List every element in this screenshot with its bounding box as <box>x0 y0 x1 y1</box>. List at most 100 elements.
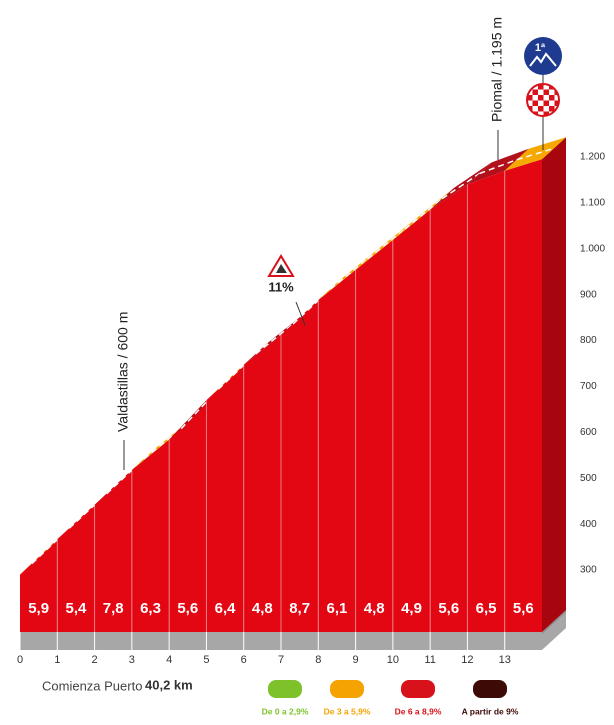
strip-centerline <box>367 228 406 260</box>
x-tick-label: 11 <box>424 654 435 666</box>
gradient-label: 6,4 <box>215 600 237 617</box>
annotation: Valdastillas / 600 m <box>115 312 131 432</box>
flag-square <box>543 106 549 112</box>
flag-square <box>532 106 538 112</box>
category-label: 1ª <box>535 42 546 54</box>
base-top <box>542 610 566 634</box>
profile-segment <box>392 209 431 632</box>
flag-square <box>554 100 559 106</box>
gradient-label: 6,3 <box>140 600 161 617</box>
strip-centerline <box>479 159 517 175</box>
gradient-label: 4,8 <box>252 600 273 617</box>
profile-segment <box>281 300 319 632</box>
profile-segment <box>355 240 393 632</box>
x-tick-label: 2 <box>92 654 98 666</box>
gradient-strip <box>467 148 529 185</box>
flag-square <box>538 106 544 112</box>
legend-swatch <box>268 680 302 698</box>
y-tick-label: 900 <box>580 289 597 300</box>
gradient-label: 5,6 <box>513 600 534 617</box>
gradient-label: 5,6 <box>438 600 459 617</box>
strip-centerline <box>404 198 443 230</box>
y-tick-label: 700 <box>580 381 597 392</box>
category-mountain <box>529 52 557 67</box>
x-tick-label: 5 <box>203 654 209 666</box>
annotation: Piomal / 1.195 m <box>489 17 505 122</box>
profile-segment <box>318 269 356 632</box>
x-tick-label: 6 <box>241 654 247 666</box>
flag-square <box>543 111 549 116</box>
y-tick-label: 1.000 <box>580 243 605 254</box>
flag-square <box>538 95 544 101</box>
flag-square <box>543 100 549 106</box>
legend-swatch <box>330 680 364 698</box>
x-tick-label: 1 <box>54 654 60 666</box>
gradient-label: 5,4 <box>65 600 87 617</box>
flag-square <box>538 100 544 106</box>
x-tick-label: 12 <box>461 654 473 666</box>
profile-segment <box>57 504 95 632</box>
y-tick-label: 1.200 <box>580 152 605 163</box>
profile-segment <box>94 469 132 632</box>
strip-centerline <box>441 172 480 200</box>
legend-swatch <box>401 680 435 698</box>
flag-square <box>549 100 555 106</box>
profile-segment <box>131 439 170 632</box>
gradient-label: 7,8 <box>103 600 124 617</box>
plot: 5,9 5,4 7,8 6,3 5,6 6,4 4,8 8,7 6,1 4,8 4,9 5,6 6,5 5… <box>17 137 605 666</box>
y-tick-label: 500 <box>580 473 597 484</box>
y-tick-label: 400 <box>580 519 597 530</box>
flag-square <box>538 111 544 116</box>
x-tick-label: 0 <box>17 654 23 666</box>
strip-centerline <box>329 258 369 290</box>
profile-segment <box>243 335 281 632</box>
strip-centerline <box>516 147 555 161</box>
profile-segment <box>169 400 207 632</box>
profile-segment <box>467 170 505 632</box>
footer-label: Comienza Puerto <box>42 678 142 693</box>
warning-icon-mountain <box>276 264 287 273</box>
flag-square <box>549 95 555 101</box>
flag-square <box>538 84 544 90</box>
flag-square <box>549 106 555 112</box>
x-tick-label: 9 <box>353 654 359 666</box>
flag-square <box>543 89 549 95</box>
x-tick-label: 3 <box>129 654 135 666</box>
base <box>20 610 566 650</box>
y-tick-label: 300 <box>580 565 597 576</box>
y-tick-label: 800 <box>580 335 597 346</box>
side-face <box>542 137 566 633</box>
flag-square <box>527 95 533 101</box>
flag-square <box>532 100 538 106</box>
gradient-label: 5,6 <box>177 600 198 617</box>
legend-swatch <box>473 680 507 698</box>
x-tick-label: 8 <box>315 654 321 666</box>
leader-line <box>295 301 306 326</box>
x-tick-label: 7 <box>278 654 284 666</box>
gradient-label: 4,8 <box>364 600 385 617</box>
annotation: 11% <box>268 279 294 294</box>
legend-label: De 3 a 5,9% <box>324 706 371 716</box>
category-badge <box>524 37 562 75</box>
flag-square <box>549 89 555 95</box>
flag-square <box>532 89 538 95</box>
flag-square <box>532 95 538 101</box>
flag-square <box>543 84 549 90</box>
flag-square <box>538 89 544 95</box>
x-tick-label: 10 <box>387 654 399 666</box>
gradient-label: 6,1 <box>326 600 347 617</box>
profile-segment <box>504 159 542 633</box>
y-tick-label: 600 <box>580 427 597 438</box>
gradient-label: 4,9 <box>401 600 422 617</box>
finish-flag-ring <box>526 83 560 117</box>
flag-square <box>543 95 549 101</box>
x-tick-label: 4 <box>166 654 172 666</box>
legend-label: A partir de 9% <box>462 706 519 716</box>
strip-centerline <box>255 323 294 355</box>
profile-segment <box>430 184 468 633</box>
y-tick-label: 1.100 <box>580 198 605 209</box>
gradient-strip <box>504 137 566 171</box>
legend-label: De 0 a 2,9% <box>262 706 309 716</box>
profile-segment <box>206 364 244 632</box>
